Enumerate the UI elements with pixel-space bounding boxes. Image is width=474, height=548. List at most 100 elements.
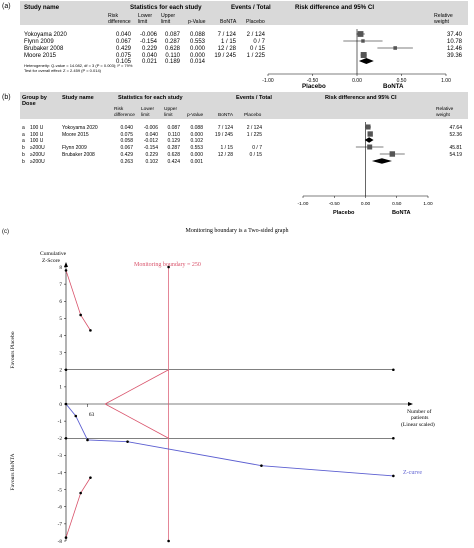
y-tick-label: 5 <box>59 316 62 322</box>
p-value: 0.000 <box>190 53 206 59</box>
panel-c: (c) Monitoring boundary is a Two-sided g… <box>2 228 435 545</box>
monitoring-boundary-lower-point <box>79 491 82 495</box>
subgroup-diamond <box>371 158 392 164</box>
header-stats-group: Statistics for each study <box>130 4 202 11</box>
subgroup-id: a <box>22 132 25 138</box>
y-axis-arrow <box>64 262 68 267</box>
p-value: 0.553 <box>190 39 206 45</box>
events-bonta: 12 / 28 <box>218 152 234 158</box>
monitoring-boundary-upper-point <box>79 313 82 317</box>
header-events-group-b: Events / Total <box>236 95 272 101</box>
header-weight: weight <box>434 19 450 25</box>
relative-weight: 54.19 <box>449 152 462 158</box>
upper-limit: 0.087 <box>167 125 180 131</box>
relative-weight: 52.36 <box>449 132 462 138</box>
relative-weight: 37.40 <box>447 32 463 38</box>
monitoring-boundary-upper-point <box>89 329 92 332</box>
header-upper-b: Upper <box>164 106 177 112</box>
pooled-lower-limit: 0.021 <box>142 59 158 65</box>
tsa-plot: 8 7 6 5 4 3 2 1 0 -1 -2 -3 -4 -5 -6 -7 -8 63 <box>58 262 413 545</box>
y-tick-label: -2 <box>58 436 63 442</box>
risk-difference: 0.040 <box>116 32 132 38</box>
upper-limit: 0.287 <box>167 145 180 151</box>
events-bonta: 1 / 15 <box>221 39 237 45</box>
monitoring-boundary-lower-point <box>64 536 68 539</box>
ylabel-cumulative: Cumulative <box>40 251 67 257</box>
x-tick-label-b: 0.50 <box>392 201 402 207</box>
p-value: 0.088 <box>190 32 206 38</box>
lower-limit: -0.154 <box>140 39 158 45</box>
panel-b: (b) Group by Dose Study name Statistics … <box>2 92 468 216</box>
header-difference-b: difference <box>114 112 135 118</box>
header-bonta: BoNTA <box>220 19 237 25</box>
study-name: Moore 2015 <box>24 53 57 59</box>
y-tick-label: -8 <box>58 539 63 545</box>
pooled-p-value: 0.014 <box>190 59 206 65</box>
subgroup-id: a <box>22 138 25 144</box>
x-tick-label-b: -0.50 <box>329 201 340 207</box>
required-information-line-point <box>167 265 170 269</box>
header-lower: Lower <box>138 13 152 19</box>
relative-weight: 10.78 <box>447 39 463 45</box>
x-tick-label-b: -1.00 <box>298 201 309 207</box>
panel-b-forest-plot: -1.00 -0.50 0.00 0.50 1.00 <box>298 122 433 207</box>
header-relative: Relative <box>434 13 453 19</box>
y-tick-label: 8 <box>59 265 62 271</box>
panel-a-forest-plot: -1.00 -0.50 0.00 0.50 1.00 <box>262 29 451 84</box>
p-value: 0.000 <box>190 132 203 138</box>
events-bonta: 7 / 124 <box>218 32 237 38</box>
upper-limit: 0.628 <box>167 152 180 158</box>
y-tick-label: -1 <box>58 419 63 425</box>
events-placebo: 2 / 124 <box>247 125 263 131</box>
x-axis-arrow <box>408 402 413 406</box>
lower-limit: 0.229 <box>142 46 158 52</box>
panel-a-rows: Yokoyama 2020 0.040 -0.006 0.087 0.088 7 / 12… <box>24 32 463 65</box>
panel-b-rows: a 100 U Yokoyama 2020 0.040 -0.006 0.087 0.088… <box>22 125 462 165</box>
events-placebo: 1 / 225 <box>247 132 263 138</box>
conventional-boundary-upper-point <box>64 368 68 372</box>
x-tick-label: 63 <box>89 412 95 418</box>
upper-limit: 0.087 <box>165 32 181 38</box>
xlabel-patients: patients <box>411 415 428 421</box>
risk-difference: 0.040 <box>120 125 133 131</box>
study-name: Yokoyama 2020 <box>62 125 98 131</box>
favours-bonta-c: Favours BoNTA <box>10 454 16 491</box>
study-point-b <box>389 151 396 157</box>
dose: ≥200U <box>30 152 45 158</box>
header-weight-b: weight <box>436 112 451 118</box>
header-limit-lower-b: limit <box>141 112 150 118</box>
favours-bonta-a: BoNTA <box>383 83 404 90</box>
header-stats-group-b: Statistics for each study <box>118 95 184 101</box>
x-tick-label-a: 0.00 <box>352 78 362 84</box>
dose: 100 U <box>30 132 44 138</box>
study-point-b <box>367 144 373 150</box>
lower-limit: -0.006 <box>140 32 158 38</box>
header-study-name-b: Study name <box>62 95 94 101</box>
panel-c-label: (c) <box>2 229 9 235</box>
y-tick-label: -4 <box>58 470 63 476</box>
monitoring-boundary-lower <box>65 477 91 538</box>
risk-difference: 0.075 <box>120 132 133 138</box>
panel-a-label: (a) <box>2 3 11 10</box>
header-limit-upper: limit <box>161 19 171 25</box>
subgroup-id: b <box>22 159 25 165</box>
upper-limit: 0.129 <box>167 138 180 144</box>
lower-limit: 0.102 <box>145 159 158 165</box>
header-bonta-b: BoNTA <box>218 112 234 118</box>
x-tick-label-a: -0.50 <box>307 78 319 84</box>
y-tick-label: -5 <box>58 487 63 493</box>
upper-limit: 0.424 <box>167 159 180 165</box>
lower-limit: -0.154 <box>144 145 158 151</box>
monitoring-boundary-lower-point <box>89 476 92 479</box>
favours-placebo-b: Placebo <box>333 210 355 216</box>
risk-difference: 0.263 <box>120 159 133 165</box>
upper-limit: 0.287 <box>165 39 181 45</box>
favours-placebo-a: Placebo <box>302 83 326 90</box>
panel-b-header-bar <box>20 92 468 119</box>
header-difference: difference <box>108 19 131 25</box>
events-bonta: 12 / 28 <box>218 46 237 52</box>
relative-weight: 12.46 <box>447 46 463 52</box>
header-limit-upper-b: limit <box>164 112 173 118</box>
z-curve-point <box>392 474 395 478</box>
dose: 100 U <box>30 138 44 144</box>
